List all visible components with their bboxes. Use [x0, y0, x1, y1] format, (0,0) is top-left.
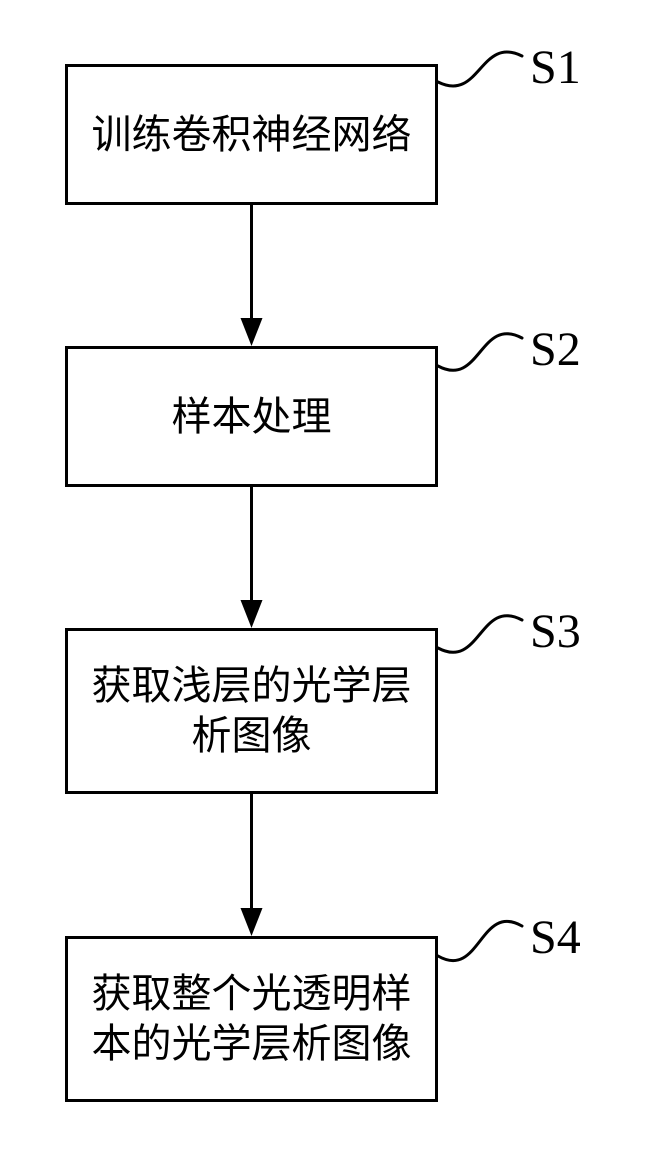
flow-step-s1: 训练卷积神经网络	[65, 64, 438, 205]
flow-step-text: 获取浅层的光学层析图像	[76, 661, 427, 761]
arrow-head-s2-s3	[241, 600, 263, 628]
step-label-s3: S3	[530, 604, 581, 659]
step-label-s4: S4	[530, 910, 581, 965]
arrow-head-s1-s2	[241, 318, 263, 346]
step-label-s2: S2	[530, 322, 581, 377]
label-connector-s1	[438, 52, 522, 86]
label-connector-s4	[438, 921, 522, 960]
flow-step-text: 样本处理	[172, 392, 332, 442]
label-connector-s3	[438, 616, 522, 653]
flow-step-text: 获取整个光透明样本的光学层析图像	[76, 969, 427, 1069]
label-connector-s2	[438, 334, 522, 371]
flow-step-text: 训练卷积神经网络	[92, 110, 412, 160]
flow-step-s4: 获取整个光透明样本的光学层析图像	[65, 936, 438, 1102]
flow-step-s3: 获取浅层的光学层析图像	[65, 628, 438, 794]
flow-step-s2: 样本处理	[65, 346, 438, 487]
arrow-head-s3-s4	[241, 908, 263, 936]
step-label-s1: S1	[530, 40, 581, 95]
flowchart-canvas: 训练卷积神经网络 S1 样本处理 S2 获取浅层的光学层析图像 S3 获取整个光透明样本的光…	[0, 0, 671, 1167]
